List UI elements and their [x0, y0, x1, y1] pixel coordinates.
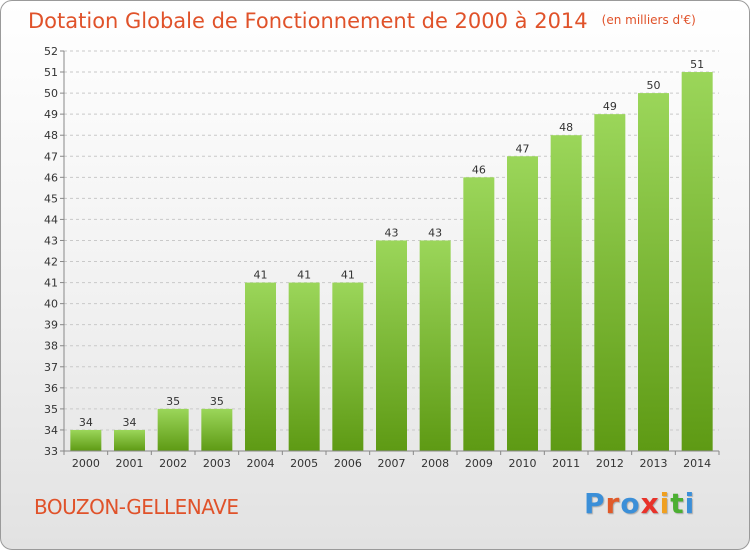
bar [507, 156, 538, 451]
x-tick-label: 2001 [116, 457, 144, 470]
logo-letter: t [670, 487, 685, 520]
bar-value-label: 34 [123, 416, 137, 429]
logo-letter: i [659, 487, 671, 520]
bar-value-label: 50 [647, 79, 661, 92]
y-tick-label: 52 [44, 45, 58, 58]
bar-value-label: 43 [385, 226, 399, 239]
y-tick-label: 40 [44, 298, 58, 311]
x-tick-label: 2006 [334, 457, 362, 470]
y-tick-label: 43 [44, 234, 58, 247]
y-tick-label: 48 [44, 129, 58, 142]
bar-value-label: 48 [559, 121, 573, 134]
x-tick-label: 2004 [247, 457, 275, 470]
x-tick-label: 2005 [290, 457, 318, 470]
bar [681, 72, 713, 451]
x-tick-label: 2009 [465, 457, 493, 470]
x-tick-label: 2002 [159, 457, 187, 470]
y-tick-label: 37 [44, 361, 58, 374]
y-axis-ticks: 33 34 35 36 37 38 39 40 41 42 43 44 45 46 47 48 49 50 51 52 [44, 45, 64, 458]
bar-value-label: 43 [428, 226, 442, 239]
logo-letter: o [620, 487, 641, 520]
y-tick-label: 46 [44, 171, 58, 184]
x-tick-label: 2012 [596, 457, 624, 470]
x-tick-label: 2010 [509, 457, 537, 470]
y-tick-label: 49 [44, 108, 58, 121]
x-axis-ticks: 2000 2001 2002 2003 2004 2005 2006 2007 2008 2009… [63, 451, 720, 470]
x-tick-label: 2008 [421, 457, 449, 470]
y-tick-label: 36 [44, 382, 58, 395]
bar-value-label: 41 [254, 269, 268, 282]
proxiti-logo: Proxiti [584, 487, 695, 520]
y-tick-label: 39 [44, 319, 58, 332]
bar-value-label: 35 [210, 395, 224, 408]
logo-letter: x [640, 487, 660, 520]
bar [245, 282, 276, 451]
logo-letter: i [684, 487, 696, 520]
bar-value-label: 46 [472, 163, 486, 176]
chart-title-text: Dotation Globale de Fonctionnement de 20… [28, 9, 588, 33]
bar-value-label: 41 [341, 269, 355, 282]
x-tick-label: 2013 [640, 457, 668, 470]
bars: 34 34 35 35 41 41 41 43 43 46 47 48 49 50 51 [70, 58, 713, 452]
y-tick-label: 47 [44, 150, 58, 163]
y-tick-label: 34 [44, 424, 58, 437]
y-tick-label: 42 [44, 256, 58, 269]
x-tick-label: 2003 [203, 457, 231, 470]
commune-name: BOUZON-GELLENAVE [34, 495, 239, 519]
y-tick-label: 44 [44, 213, 58, 226]
bar [376, 240, 407, 451]
bar [157, 408, 189, 451]
chart-unit: (en milliers d'€) [601, 13, 696, 27]
y-tick-label: 51 [44, 66, 58, 79]
y-tick-label: 50 [44, 87, 58, 100]
bar [288, 282, 320, 451]
bar-value-label: 51 [690, 58, 704, 71]
bar-value-label: 49 [603, 100, 617, 113]
bar-value-label: 41 [297, 269, 311, 282]
y-tick-label: 35 [44, 403, 58, 416]
bar [463, 177, 495, 451]
bar [550, 135, 582, 452]
bar [70, 429, 102, 451]
y-tick-label: 41 [44, 277, 58, 290]
bar [594, 114, 626, 451]
bar-value-label: 47 [516, 142, 530, 155]
x-tick-label: 2014 [683, 457, 711, 470]
bar [638, 93, 669, 452]
x-tick-label: 2011 [552, 457, 580, 470]
bar [332, 282, 364, 451]
chart-title: Dotation Globale de Fonctionnement de 20… [28, 9, 696, 33]
x-tick-label: 2007 [378, 457, 406, 470]
logo-letter: P [584, 487, 606, 520]
bar-value-label: 34 [79, 416, 93, 429]
y-tick-label: 38 [44, 340, 58, 353]
bar-value-label: 35 [166, 395, 180, 408]
bar [419, 240, 451, 451]
y-tick-label: 33 [44, 445, 58, 458]
bar [114, 429, 145, 451]
y-tick-label: 45 [44, 192, 58, 205]
logo-letter: r [605, 487, 621, 520]
bar [201, 408, 233, 451]
x-tick-label: 2000 [72, 457, 100, 470]
